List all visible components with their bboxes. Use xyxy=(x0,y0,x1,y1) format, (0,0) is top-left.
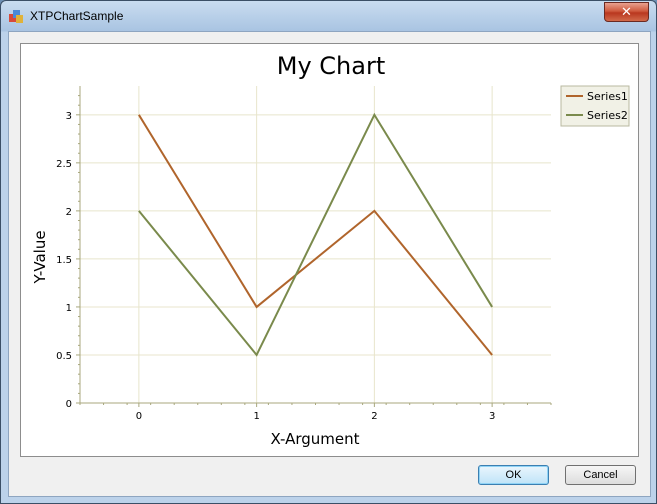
y-tick-label: 1.5 xyxy=(56,255,72,266)
series-lines xyxy=(138,112,493,357)
ok-button[interactable]: OK xyxy=(478,465,549,485)
cancel-button[interactable]: Cancel xyxy=(565,465,636,485)
x-tick-label: 2 xyxy=(371,411,377,422)
chart-title: My Chart xyxy=(277,52,386,80)
close-button[interactable]: ✕ xyxy=(604,2,649,22)
dialog-client-area: My Chart 0 0.5 1 1.5 2 2.5 3 0 1 2 3 X-Argument Y-… xyxy=(8,31,651,497)
y-tick-label: 2.5 xyxy=(56,159,72,170)
y-tick-label: 2 xyxy=(66,207,72,218)
legend-box xyxy=(560,85,630,127)
legend-label-series2: Series2 xyxy=(587,109,628,122)
axes: 0 0.5 1 1.5 2 2.5 3 0 1 2 3 xyxy=(56,86,552,422)
legend: Series1 Series2 xyxy=(560,85,630,127)
y-tick-label: 1 xyxy=(66,303,72,314)
series-line-series2 xyxy=(138,112,493,357)
line-chart: My Chart 0 0.5 1 1.5 2 2.5 3 0 1 2 3 X-Argument Y-… xyxy=(31,52,630,448)
x-tick-label: 1 xyxy=(253,411,259,422)
y-tick-label: 0 xyxy=(66,399,72,410)
x-tick-label: 3 xyxy=(489,411,495,422)
x-axis-label: X-Argument xyxy=(270,430,359,448)
legend-label-series1: Series1 xyxy=(587,90,628,103)
close-icon: ✕ xyxy=(621,4,632,20)
window-title: XTPChartSample xyxy=(30,9,124,23)
y-tick-label: 3 xyxy=(66,111,72,122)
chart-frame: My Chart 0 0.5 1 1.5 2 2.5 3 0 1 2 3 X-Argument Y-… xyxy=(20,43,639,457)
series-line-series1 xyxy=(138,114,493,356)
app-icon xyxy=(9,10,23,23)
plot-area xyxy=(80,86,551,403)
grid xyxy=(80,86,551,403)
y-axis-label: Y-Value xyxy=(31,230,49,284)
x-tick-label: 0 xyxy=(136,411,142,422)
y-tick-label: 0.5 xyxy=(56,351,72,362)
title-bar[interactable]: XTPChartSample ✕ xyxy=(1,1,656,31)
